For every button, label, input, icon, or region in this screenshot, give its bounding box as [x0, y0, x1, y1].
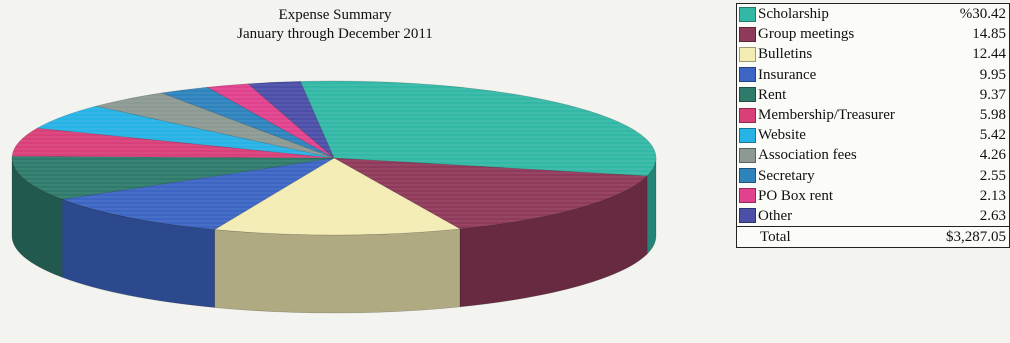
- legend-value: 9.95: [979, 66, 1006, 83]
- legend-item: Association fees 4.26: [737, 145, 1009, 165]
- legend-item: Other 2.63: [737, 206, 1009, 226]
- legend-item: Rent 9.37: [737, 85, 1009, 105]
- legend-swatch: [739, 168, 756, 184]
- legend: Scholarship %30.42 Group meetings 14.85 Bull…: [736, 3, 1010, 249]
- legend-value: 2.13: [979, 187, 1006, 204]
- legend-swatch: [739, 26, 756, 42]
- legend-label: Group meetings: [758, 26, 855, 43]
- legend-swatch: [739, 46, 756, 62]
- legend-total-label: Total: [760, 229, 791, 246]
- legend-swatch: [739, 107, 756, 123]
- legend-total-value: $3,287.05: [946, 229, 1006, 246]
- legend-label: Other: [758, 207, 793, 224]
- legend-item: Scholarship %30.42: [737, 4, 1009, 24]
- chart-title-block: Expense Summary January through December…: [200, 6, 470, 44]
- legend-item: Group meetings 14.85: [737, 24, 1009, 44]
- pie-texture: [12, 81, 656, 235]
- legend-value: 14.85: [972, 26, 1006, 43]
- legend-label: Insurance: [758, 66, 817, 83]
- legend-value: 5.42: [979, 127, 1006, 144]
- legend-value: 9.37: [979, 86, 1006, 103]
- legend-value: 2.55: [979, 167, 1006, 184]
- legend-item: Insurance 9.95: [737, 65, 1009, 85]
- pie-slice-side: [214, 228, 461, 314]
- legend-swatch: [739, 67, 756, 83]
- legend-swatch: [739, 188, 756, 204]
- legend-item: Secretary 2.55: [737, 166, 1009, 186]
- legend-label: Bulletins: [758, 46, 813, 63]
- legend-swatch: [739, 6, 756, 22]
- legend-label: PO Box rent: [758, 187, 833, 204]
- legend-label: Scholarship: [758, 6, 829, 23]
- legend-value: 4.26: [979, 147, 1006, 164]
- legend-item: Membership/Treasurer 5.98: [737, 105, 1009, 125]
- legend-swatch: [739, 87, 756, 103]
- legend-label: Association fees: [758, 147, 857, 164]
- chart-title: Expense Summary: [278, 7, 392, 23]
- legend-total-row: Total $3,287.05: [737, 226, 1009, 247]
- legend-swatch: [739, 147, 756, 163]
- legend-value: 2.63: [979, 207, 1006, 224]
- legend-swatch: [739, 208, 756, 224]
- legend-label: Membership/Treasurer: [758, 107, 895, 124]
- chart-subtitle: January through December 2011: [237, 26, 433, 42]
- legend-item: PO Box rent 2.13: [737, 186, 1009, 206]
- legend-item: Website 5.42: [737, 125, 1009, 145]
- legend-value: 12.44: [972, 46, 1006, 63]
- legend-item: Bulletins 12.44: [737, 44, 1009, 64]
- pie-chart: [11, 80, 657, 314]
- legend-label: Rent: [758, 86, 787, 103]
- legend-value: %30.42: [959, 6, 1006, 23]
- legend-label: Secretary: [758, 167, 815, 184]
- legend-swatch: [739, 127, 756, 143]
- legend-label: Website: [758, 127, 806, 144]
- legend-value: 5.98: [979, 107, 1006, 124]
